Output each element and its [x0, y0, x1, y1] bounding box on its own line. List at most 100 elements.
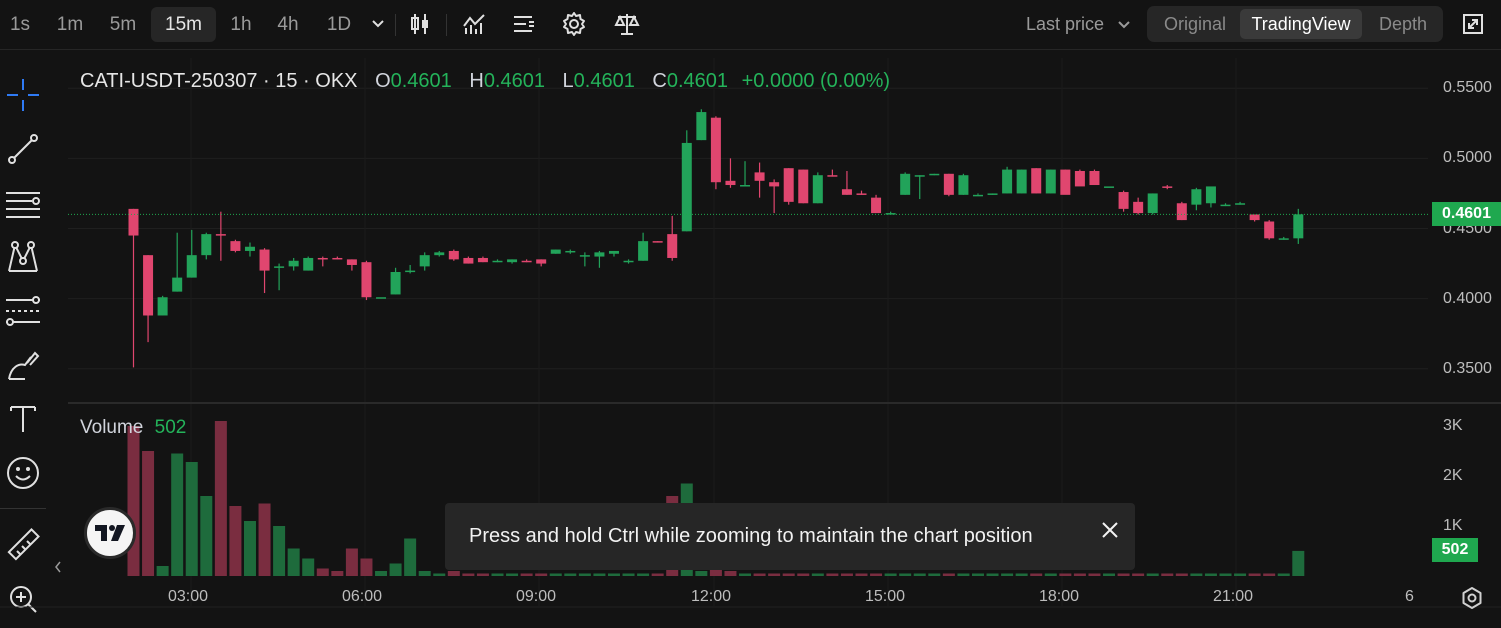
symbol-label: CATI-USDT-250307 · 15 · OKX [80, 70, 358, 92]
candle-body [1293, 214, 1304, 239]
timeframe-1m[interactable]: 1m [56, 14, 84, 35]
candle-body [143, 255, 154, 316]
text-tool-icon[interactable] [4, 400, 42, 438]
volume-bar [389, 563, 402, 576]
chart-settings-icon[interactable] [1460, 586, 1484, 615]
high-label: H [469, 70, 484, 92]
candle-body [900, 173, 911, 195]
candle-body [841, 189, 852, 195]
volume-bar [884, 573, 897, 576]
volume-bar [1059, 573, 1072, 576]
emoji-icon[interactable] [4, 454, 42, 492]
volume-bar [302, 558, 315, 576]
list-settings-icon[interactable] [510, 10, 538, 38]
volume-bar [957, 573, 970, 576]
price-axis-label: 0.5500 [1443, 79, 1492, 97]
fullscreen-icon[interactable] [1459, 10, 1487, 38]
timeframe-5m[interactable]: 5m [109, 14, 137, 35]
candle-body [550, 249, 561, 254]
volume-bar [797, 573, 810, 576]
candle-body [652, 241, 663, 243]
view-tradingview-button[interactable]: TradingView [1240, 9, 1362, 39]
pattern-tool-icon[interactable] [4, 238, 42, 276]
candle-body [274, 266, 285, 268]
candle-body [186, 255, 197, 278]
volume-bar [637, 573, 650, 576]
candle-body [1264, 221, 1275, 239]
collapse-toolbar-chevron-icon[interactable] [53, 560, 63, 579]
time-axis-label: 15:00 [865, 588, 906, 605]
view-original-button[interactable]: Original [1163, 14, 1227, 34]
timeframe-15m[interactable]: 15m [151, 7, 216, 42]
time-axis-label: 21:00 [1213, 588, 1254, 605]
candle-body [943, 173, 954, 195]
volume-bar [870, 573, 883, 576]
volume-bar [476, 573, 489, 576]
drawing-toolbar [0, 50, 61, 628]
volume-legend: Volume 502 [80, 417, 186, 439]
timeframe-1d[interactable]: 1D [326, 14, 352, 35]
candle-body [405, 270, 416, 273]
trend-line-icon[interactable] [4, 130, 42, 168]
candle-body [812, 175, 823, 204]
volume-axis-label: 1K [1443, 517, 1463, 534]
volume-value: 502 [154, 417, 187, 438]
volume-bar [811, 573, 824, 576]
volume-bar [986, 573, 999, 576]
volume-bar [651, 573, 664, 576]
brush-icon[interactable] [4, 348, 42, 386]
volume-bar [1088, 573, 1101, 576]
gear-icon[interactable] [560, 10, 588, 38]
crosshair-icon[interactable] [4, 76, 42, 114]
candle-body [492, 260, 503, 263]
candle-body [681, 142, 692, 232]
candle-body [1045, 169, 1056, 194]
price-axis-label: 0.5000 [1443, 149, 1492, 167]
candle-body [230, 241, 241, 251]
candle-body [172, 277, 183, 292]
tradingview-logo-icon[interactable] [84, 507, 136, 559]
view-depth-button[interactable]: Depth [1378, 14, 1428, 34]
timeframe-1s[interactable]: 1s [9, 14, 31, 35]
time-axis-label: 18:00 [1039, 588, 1080, 605]
open-value: 0.4601 [390, 70, 452, 92]
toolbar-divider [0, 508, 46, 509]
volume-bar [1001, 573, 1014, 576]
volume-axis-label: 2K [1443, 467, 1463, 484]
candle-body [1060, 169, 1071, 195]
fib-retracement-icon[interactable] [4, 292, 42, 330]
timeframe-dropdown-chevron-icon[interactable] [364, 10, 392, 38]
candle-body [1016, 169, 1027, 194]
price-source-select[interactable]: Last price [1026, 7, 1131, 42]
candle-body [463, 257, 474, 264]
volume-bar [156, 566, 169, 576]
indicators-icon[interactable] [460, 10, 488, 38]
ruler-icon[interactable] [4, 526, 42, 564]
candle-body [361, 262, 372, 298]
volume-bar [316, 568, 329, 576]
price-axis-label: 0.3500 [1443, 359, 1492, 377]
candle-body [477, 257, 488, 263]
volume-bar [1044, 573, 1057, 576]
horizontal-lines-icon[interactable] [4, 186, 42, 224]
timeframe-1h[interactable]: 1h [230, 14, 252, 35]
toolbar-divider [446, 14, 447, 36]
volume-bar [768, 573, 781, 576]
volume-bar [971, 573, 984, 576]
candle-body [1205, 186, 1216, 204]
close-icon[interactable] [1097, 517, 1123, 543]
candle-body [1235, 203, 1246, 205]
candle-body [856, 193, 867, 195]
volume-bar [709, 566, 722, 576]
volume-bar [185, 462, 198, 576]
timeframe-4h[interactable]: 4h [277, 14, 299, 35]
time-axis-label: 12:00 [691, 588, 732, 605]
balance-scale-icon[interactable] [613, 10, 641, 38]
candle-body [1118, 192, 1129, 209]
candle-body [798, 169, 809, 204]
candle-body [346, 259, 357, 265]
candlestick-chart-type-icon[interactable] [406, 10, 434, 38]
volume-bar [739, 573, 752, 576]
time-axis-label: 06:00 [342, 588, 383, 605]
